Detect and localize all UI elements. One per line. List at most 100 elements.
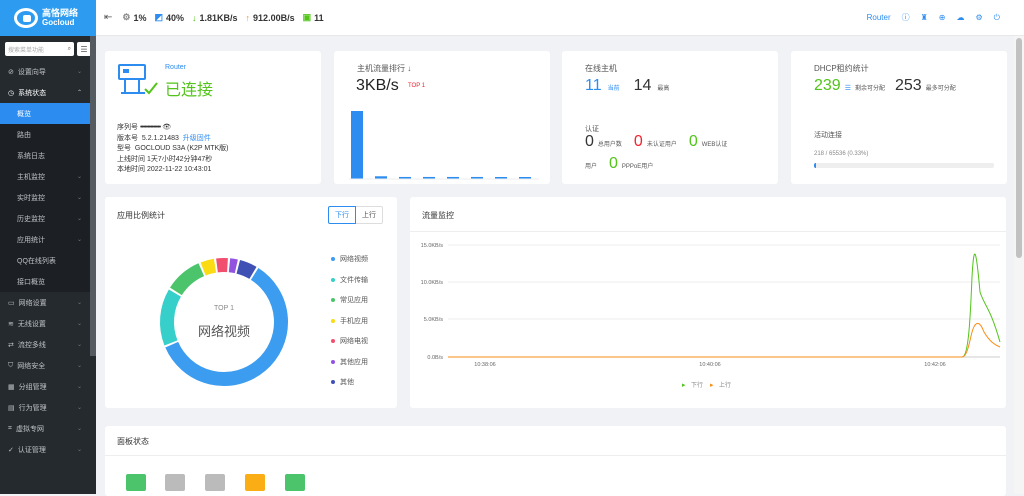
settings-icon[interactable]: ⚙ [976,13,983,22]
auth-pppoe[interactable]: 0 [609,155,618,173]
serial-row: 序列号 •••••••••••••• 👁 [117,123,229,134]
donut-center-top: TOP 1 [154,305,294,312]
sub-item-host-monitor[interactable]: 主机监控⌄ [0,166,96,187]
tab-upload[interactable]: 上行 [356,206,383,224]
clock-icon: ◷ [8,89,14,97]
sub-item-overview[interactable]: 概览 [0,103,96,124]
arrow-down-icon: ↓ [192,13,197,23]
port-lan-4[interactable] [285,474,305,491]
sub-item-realtime[interactable]: 实时监控⌄ [0,187,96,208]
port-lan-3[interactable] [205,474,225,491]
router-card: Router 已连接 序列号 •••••••••••••• 👁 版本号 5.2.… [105,51,321,184]
menu-search-input[interactable]: 搜索菜单功能⌕ [5,42,74,56]
chevron-down-icon: ⌄ [77,236,82,243]
panel-status-card: 面板状态 [105,426,1006,496]
y-tick-label: 5.0KB/s [424,317,444,323]
nav-item-flow[interactable]: ⇄流控多线⌄ [0,334,96,355]
tab-download[interactable]: 下行 [328,206,356,224]
chevron-down-icon: ⌄ [77,215,82,222]
legend-dot-icon [331,339,335,343]
nav-item-wireless[interactable]: ≋无线设置⌄ [0,313,96,334]
eye-icon[interactable]: 👁 [162,124,171,131]
legend-item[interactable]: 手机应用 [331,311,368,332]
chevron-down-icon: ⌄ [77,446,82,453]
legend-item[interactable]: 网络电视 [331,331,368,352]
vpn-icon: ⌗ [8,425,12,433]
upgrade-firmware-link[interactable]: 升级固件 [183,135,211,142]
chevron-down-icon: ⌄ [77,68,82,75]
online-max: 14 [634,77,652,95]
dhcp-remaining: 239 [814,77,841,95]
nav-item-vpn[interactable]: ⌗虚拟专网⌄ [0,418,96,439]
app-stats-card: 应用比例统计 下行 上行 TOP 1 网络视频 网络视频文件传输常见应用手机应用… [105,197,397,408]
rank-bar[interactable] [351,111,363,179]
nav-item-network[interactable]: ▭网络设置⌄ [0,292,96,313]
sub-item-app-stats[interactable]: 应用统计⌄ [0,229,96,250]
sub-item-route[interactable]: 路由 [0,124,96,145]
donut-slice[interactable] [176,270,201,292]
port-lan-2[interactable] [165,474,185,491]
shirt-icon[interactable]: ♜ [921,13,928,22]
legend-item[interactable]: 常见应用 [331,290,368,311]
online-hosts-card: 在线主机 11 当前 14 最高 认证 0 总用户数 0 未认证用户 0 WEB… [562,51,778,184]
donut-slice[interactable] [238,267,253,273]
chevron-down-icon: ⌄ [77,173,82,180]
donut-slice[interactable] [229,265,236,266]
hosts-stat: ▣11 [303,12,324,23]
cloud-icon[interactable]: ☁ [957,13,965,22]
port-lan-1[interactable] [126,474,146,491]
chevron-up-icon: ⌃ [77,89,82,96]
port-wan[interactable] [245,474,265,491]
x-tick-label: 10:42:06 [924,362,945,368]
nav-item-auth[interactable]: ✓认证管理⌄ [0,439,96,460]
monitor-title: 流量监控 [422,210,454,221]
page-scrollbar[interactable] [1014,36,1024,494]
auth-unauth[interactable]: 0 [634,133,643,151]
monitor-icon: ▭ [8,299,15,307]
nav-item-system-status[interactable]: ◷系统状态⌃ [0,82,96,103]
collapse-menu-icon[interactable]: ⇤ [104,12,112,23]
info-icon[interactable]: ⓘ [902,12,910,23]
legend-item[interactable]: 网络视频 [331,249,368,270]
legend-upload[interactable]: 上行 [719,381,731,389]
legend-download[interactable]: 下行 [691,381,703,389]
power-icon[interactable]: ⏻ [994,13,1000,23]
memory-stat: ◩40% [154,12,184,23]
series-upload [448,323,1000,357]
brand-cn: 高恪网络 [42,9,78,18]
online-hosts-title: 在线主机 [585,63,617,74]
sub-item-qq-online[interactable]: QQ在线列表 [0,250,96,271]
upload-stat: ↑912.00B/s [246,13,295,23]
sub-item-syslog[interactable]: 系统日志 [0,145,96,166]
device-name[interactable]: Router [867,13,891,22]
legend-item[interactable]: 其他应用 [331,352,368,373]
y-tick-label: 0.0B/s [427,355,443,361]
traffic-rank-title[interactable]: 主机流量排行 ↓ [357,63,411,74]
cpu-icon: ⚙ [122,12,130,23]
list-icon[interactable]: ☰ [845,84,851,92]
nav-item-security[interactable]: ⛉网络安全⌄ [0,355,96,376]
donut-slice[interactable] [203,266,215,269]
nav-item-behavior[interactable]: ▤行为管理⌄ [0,397,96,418]
dhcp-card: DHCP租约统计 239 ☰ 剩余可分配 253 最多可分配 活动连接 218 … [791,51,1007,184]
sub-item-interface[interactable]: 接口概览 [0,271,96,292]
legend-dot-icon [331,257,335,261]
conn-progress [814,163,994,168]
legend-item[interactable]: 文件传输 [331,270,368,291]
compass-icon: ⊘ [8,68,14,76]
serial-value: •••••••••••••• [140,124,160,131]
menu-toggle-button[interactable]: ☰ [77,42,91,56]
sub-item-history[interactable]: 历史监控⌄ [0,208,96,229]
gocloud-logo-icon [14,8,38,28]
online-current[interactable]: 11 [585,77,602,95]
shield-icon: ⛉ [8,362,13,370]
legend-item[interactable]: 其他 [331,372,368,393]
globe-icon[interactable]: ⊕ [939,13,946,22]
nav-item-wizard[interactable]: ⊘设置向导⌄ [0,61,96,82]
nav-item-group[interactable]: ▦分组管理⌄ [0,376,96,397]
traffic-rank-card: 主机流量排行 ↓ 3KB/s TOP 1 [334,51,550,184]
legend-dot-icon [331,298,335,302]
auth-web[interactable]: 0 [689,133,698,151]
